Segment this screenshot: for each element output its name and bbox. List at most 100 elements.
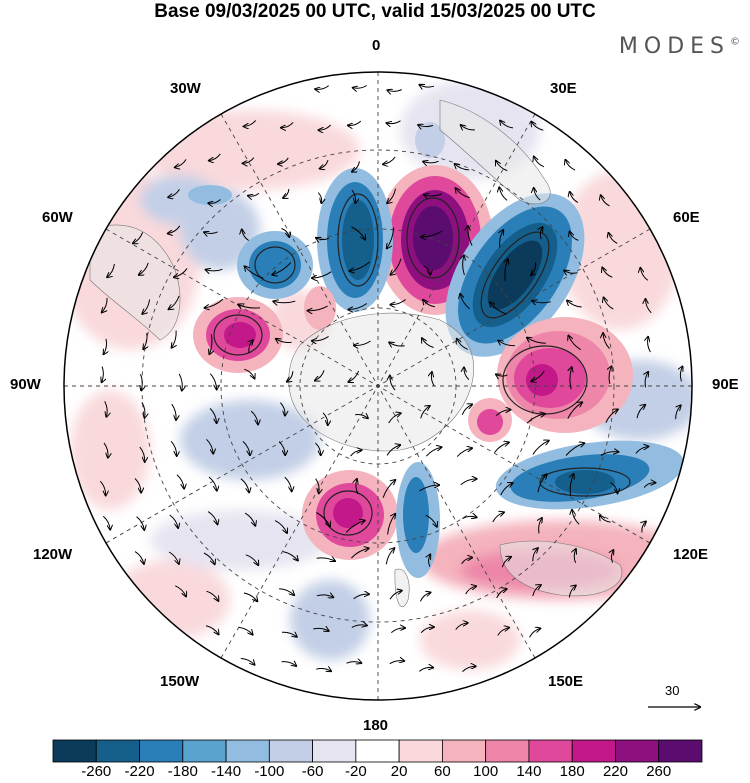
wind-vector (319, 124, 331, 130)
colorbar-swatch (485, 739, 530, 763)
wind-vector (209, 153, 221, 161)
wind-vector (99, 480, 105, 495)
wind-vector (532, 441, 549, 455)
wind-vector (172, 330, 177, 348)
wind-vector (422, 338, 434, 348)
wind-vector (353, 594, 369, 600)
wind-vector (206, 438, 214, 453)
wind-vector (572, 510, 580, 525)
colorbar-swatch (615, 739, 660, 763)
colorbar-tick-label: 60 (434, 763, 451, 780)
wind-vector (206, 269, 223, 271)
wind-vector (461, 558, 473, 565)
wind-vector (169, 514, 178, 528)
wind-vector (387, 90, 403, 92)
wind-vector (610, 482, 618, 494)
wind-vector (648, 337, 651, 353)
wind-vector (492, 512, 504, 523)
wind-vector (455, 623, 468, 630)
wind-vector (500, 483, 513, 496)
wind-vector (171, 403, 176, 420)
colorbar-tick-label: -60 (301, 763, 324, 780)
wind-vector (281, 122, 294, 127)
wind-vector (423, 300, 436, 308)
lon-label-120e: 120E (673, 546, 709, 563)
lon-label-60e: 60E (673, 209, 700, 226)
wind-vector (600, 452, 619, 456)
brand-mark: © (730, 36, 740, 48)
wind-vectors (99, 85, 682, 672)
wind-vector (278, 441, 285, 456)
wind-vector (500, 230, 504, 248)
wind-vector (431, 372, 435, 387)
colorbar-tick-label: -180 (167, 763, 198, 780)
map-disk (64, 72, 692, 700)
colorbar-swatch (52, 739, 97, 763)
colorbar-tick-label: -220 (124, 763, 155, 780)
wind-vector (455, 164, 470, 171)
wind-vector (170, 440, 177, 456)
colorbar-swatch (571, 739, 616, 763)
wind-vector (495, 410, 510, 417)
wind-vector (352, 161, 360, 171)
wind-vector (423, 265, 431, 275)
wind-vector (526, 414, 545, 424)
wind-vector (496, 161, 508, 172)
wind-vector (355, 415, 368, 419)
wind-vector (390, 376, 396, 391)
wind-vector (497, 628, 509, 636)
wind-vector (390, 299, 406, 305)
wind-vector (534, 157, 545, 168)
wind-vector (462, 516, 476, 518)
lon-label-60w: 60W (42, 209, 73, 226)
wind-vector (279, 588, 294, 595)
colorbar-swatch (95, 739, 140, 763)
wind-vector (273, 301, 296, 303)
wind-vector (281, 662, 297, 666)
colorbar-swatch (182, 739, 227, 763)
wind-vector (204, 232, 218, 234)
wind-vector (574, 549, 576, 563)
wind-vector (281, 228, 290, 238)
wind-vector (499, 187, 508, 201)
colorbar-tick-label: -100 (254, 763, 285, 780)
graticule (64, 72, 692, 700)
wind-vector (500, 121, 514, 129)
wind-vector (322, 412, 328, 425)
wind-vector (175, 159, 187, 167)
wind-vector (418, 667, 433, 672)
wind-vector (345, 521, 365, 533)
wind-vector (389, 342, 405, 346)
lon-label-150w: 150W (160, 673, 200, 690)
wind-vector (104, 401, 107, 416)
wind-vector (178, 373, 182, 391)
wind-vector (245, 554, 258, 565)
wind-vector (281, 632, 297, 637)
wind-vector (244, 120, 257, 126)
map-border (63, 71, 693, 701)
wind-vector (501, 557, 511, 568)
wind-vector (533, 548, 538, 562)
wind-vector (570, 232, 579, 241)
wind-vector (350, 450, 362, 457)
wind-vector (390, 628, 405, 633)
wind-vector (600, 516, 611, 523)
wind-vector (498, 341, 515, 347)
wind-vector (387, 120, 401, 124)
wind-vector (420, 85, 435, 87)
lon-label-0: 0 (372, 37, 381, 54)
wind-vector (176, 474, 184, 489)
wind-vector (102, 366, 104, 383)
wind-vector (134, 478, 141, 493)
lon-label-90e: 90E (712, 376, 739, 393)
wind-vector (605, 409, 618, 423)
wind-vector (424, 194, 442, 196)
wind-vector (419, 485, 439, 492)
wind-vector (389, 661, 404, 665)
wind-vector (284, 476, 292, 491)
wind-vector (636, 405, 645, 419)
wind-vector (425, 514, 437, 527)
wind-vector (468, 226, 473, 246)
wind-vector (421, 230, 443, 237)
